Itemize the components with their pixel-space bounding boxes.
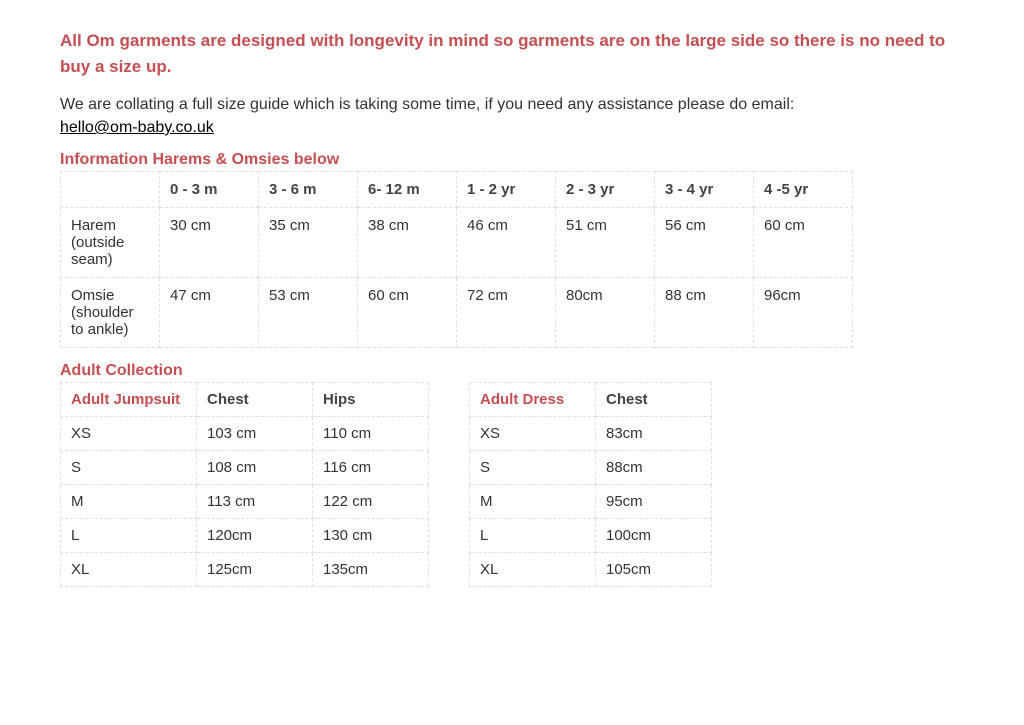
cell: M [61,485,197,519]
kids-th: 6- 12 m [358,172,457,208]
kids-th: 3 - 4 yr [655,172,754,208]
cell: 122 cm [313,485,429,519]
kids-th: 0 - 3 m [160,172,259,208]
table-row: M 113 cm 122 cm [61,485,429,519]
cell: Omsie (shoulder to ankle) [61,278,160,348]
cell: 95cm [596,485,712,519]
table-row: Harem (outside seam) 30 cm 35 cm 38 cm 4… [61,208,853,278]
cell: 125cm [197,553,313,587]
cell: 72 cm [457,278,556,348]
intro-text: All Om garments are designed with longev… [60,28,964,79]
cell: 53 cm [259,278,358,348]
cell: 120cm [197,519,313,553]
cell: 116 cm [313,451,429,485]
adult-section-title: Adult Collection [60,362,964,380]
cell: 100cm [596,519,712,553]
dress-th: Adult Dress [470,383,596,417]
table-row: L 100cm [470,519,712,553]
cell: 130 cm [313,519,429,553]
cell: XL [470,553,596,587]
jumpsuit-th: Adult Jumpsuit [61,383,197,417]
cell: XL [61,553,197,587]
cell: 83cm [596,417,712,451]
cell: 96cm [754,278,853,348]
cell: 88cm [596,451,712,485]
cell: 30 cm [160,208,259,278]
note-text: We are collating a full size guide which… [60,93,964,117]
kids-th [61,172,160,208]
kids-th: 1 - 2 yr [457,172,556,208]
cell: 51 cm [556,208,655,278]
kids-th: 3 - 6 m [259,172,358,208]
cell: 46 cm [457,208,556,278]
table-row: M 95cm [470,485,712,519]
adult-jumpsuit-table: Adult Jumpsuit Chest Hips XS 103 cm 110 … [60,382,429,587]
cell: XS [61,417,197,451]
table-row: L 120cm 130 cm [61,519,429,553]
cell: 103 cm [197,417,313,451]
cell: 88 cm [655,278,754,348]
kids-th: 2 - 3 yr [556,172,655,208]
cell: L [61,519,197,553]
cell: 105cm [596,553,712,587]
kids-section-title: Information Harems & Omsies below [60,151,964,169]
table-row: S 88cm [470,451,712,485]
cell: 60 cm [754,208,853,278]
cell: Harem (outside seam) [61,208,160,278]
cell: 135cm [313,553,429,587]
table-row: XS 103 cm 110 cm [61,417,429,451]
table-row: XS 83cm [470,417,712,451]
cell: 38 cm [358,208,457,278]
cell: 47 cm [160,278,259,348]
cell: 80cm [556,278,655,348]
dress-th: Chest [596,383,712,417]
jumpsuit-th: Hips [313,383,429,417]
cell: 60 cm [358,278,457,348]
cell: 108 cm [197,451,313,485]
table-row: XL 125cm 135cm [61,553,429,587]
adult-dress-table: Adult Dress Chest XS 83cm S 88cm M 95cm … [469,382,712,587]
jumpsuit-th: Chest [197,383,313,417]
kids-th: 4 -5 yr [754,172,853,208]
table-row: Omsie (shoulder to ankle) 47 cm 53 cm 60… [61,278,853,348]
cell: S [470,451,596,485]
kids-size-table: 0 - 3 m 3 - 6 m 6- 12 m 1 - 2 yr 2 - 3 y… [60,171,853,348]
cell: 110 cm [313,417,429,451]
table-row: XL 105cm [470,553,712,587]
cell: 56 cm [655,208,754,278]
cell: XS [470,417,596,451]
cell: S [61,451,197,485]
cell: 35 cm [259,208,358,278]
cell: L [470,519,596,553]
cell: M [470,485,596,519]
contact-email-link[interactable]: hello@om-baby.co.uk [60,119,214,136]
table-row: S 108 cm 116 cm [61,451,429,485]
cell: 113 cm [197,485,313,519]
